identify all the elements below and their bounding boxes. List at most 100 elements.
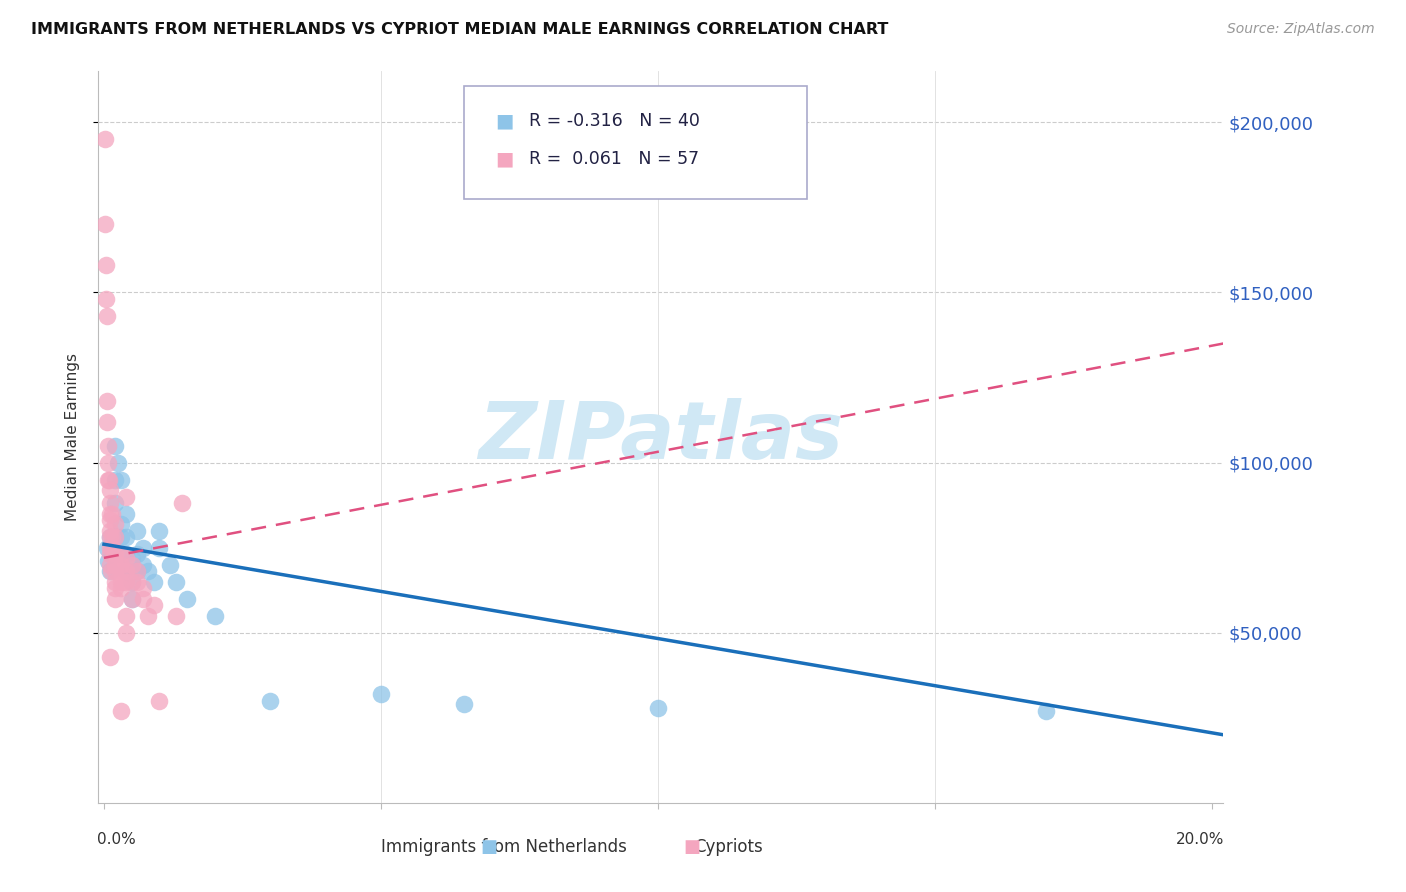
Point xyxy=(132,591,155,606)
Point xyxy=(127,574,149,589)
Text: ZIPatlas: ZIPatlas xyxy=(478,398,844,476)
Point xyxy=(107,456,129,470)
Point xyxy=(98,483,121,497)
Point xyxy=(115,531,138,545)
Point xyxy=(115,608,138,623)
Point xyxy=(121,591,143,606)
Point xyxy=(110,548,132,562)
Point xyxy=(104,439,127,453)
Point xyxy=(98,513,121,527)
Point xyxy=(142,599,165,613)
Point xyxy=(96,293,118,307)
Point xyxy=(647,700,669,714)
Point xyxy=(110,565,132,579)
Point xyxy=(96,541,118,555)
Point xyxy=(110,704,132,718)
Point xyxy=(259,694,281,708)
Text: R =  0.061   N = 57: R = 0.061 N = 57 xyxy=(529,150,699,168)
Point xyxy=(110,582,132,596)
Text: ■: ■ xyxy=(495,112,513,130)
Point xyxy=(101,507,124,521)
Point xyxy=(93,132,115,146)
Text: Source: ZipAtlas.com: Source: ZipAtlas.com xyxy=(1227,22,1375,37)
Point xyxy=(101,541,124,555)
Point xyxy=(104,591,127,606)
Point xyxy=(142,574,165,589)
Point xyxy=(132,558,155,572)
Point xyxy=(115,550,138,565)
Point xyxy=(104,531,127,545)
Point xyxy=(136,608,159,623)
Point xyxy=(121,565,143,579)
Point xyxy=(170,496,193,510)
Text: ■: ■ xyxy=(481,838,498,855)
Point xyxy=(104,582,127,596)
Point xyxy=(96,394,118,409)
Point xyxy=(98,548,121,562)
Point xyxy=(104,473,127,487)
Point xyxy=(98,541,121,555)
Point xyxy=(101,531,124,545)
Point xyxy=(453,697,475,711)
Text: ■: ■ xyxy=(495,150,513,169)
Point xyxy=(121,574,143,589)
Point xyxy=(121,558,143,572)
Text: 0.0%: 0.0% xyxy=(97,832,136,847)
Point xyxy=(121,550,143,565)
Point xyxy=(98,558,121,572)
Point xyxy=(104,496,127,510)
Point xyxy=(115,548,138,562)
Point xyxy=(98,507,121,521)
Point xyxy=(98,524,121,538)
Point xyxy=(96,310,118,324)
Text: IMMIGRANTS FROM NETHERLANDS VS CYPRIOT MEDIAN MALE EARNINGS CORRELATION CHART: IMMIGRANTS FROM NETHERLANDS VS CYPRIOT M… xyxy=(31,22,889,37)
Point xyxy=(104,516,127,531)
Point xyxy=(148,524,170,538)
Point xyxy=(98,496,121,510)
Point xyxy=(136,565,159,579)
Point xyxy=(127,548,149,562)
Point xyxy=(132,541,155,555)
Point xyxy=(127,524,149,538)
Point xyxy=(110,548,132,562)
Point xyxy=(132,582,155,596)
Point xyxy=(115,507,138,521)
FancyBboxPatch shape xyxy=(464,86,807,200)
Point xyxy=(100,565,122,579)
Point xyxy=(159,558,181,572)
Point xyxy=(110,531,132,545)
Point xyxy=(148,541,170,555)
Point xyxy=(97,473,120,487)
Point xyxy=(115,490,138,504)
Point xyxy=(110,516,132,531)
Point xyxy=(96,415,118,429)
Point xyxy=(97,473,120,487)
Point xyxy=(94,218,117,232)
Point xyxy=(104,558,127,572)
Y-axis label: Median Male Earnings: Median Male Earnings xyxy=(65,353,80,521)
Point xyxy=(104,531,127,545)
Point xyxy=(1035,704,1057,718)
Point xyxy=(104,574,127,589)
Point xyxy=(97,554,120,568)
Point xyxy=(98,531,121,545)
Point xyxy=(204,608,226,623)
Point xyxy=(127,565,149,579)
Text: 20.0%: 20.0% xyxy=(1175,832,1225,847)
Point xyxy=(127,565,149,579)
Point xyxy=(98,565,121,579)
Point xyxy=(101,548,124,562)
Point xyxy=(115,574,138,589)
Point xyxy=(97,439,120,453)
Point xyxy=(165,608,187,623)
Point xyxy=(115,565,138,579)
Point xyxy=(148,694,170,708)
Point xyxy=(110,558,132,572)
Text: ■: ■ xyxy=(683,838,700,855)
Point xyxy=(165,574,187,589)
Point xyxy=(110,473,132,487)
Point xyxy=(121,591,143,606)
Point xyxy=(98,531,121,545)
Text: Immigrants from Netherlands: Immigrants from Netherlands xyxy=(381,838,627,855)
Point xyxy=(115,625,138,640)
